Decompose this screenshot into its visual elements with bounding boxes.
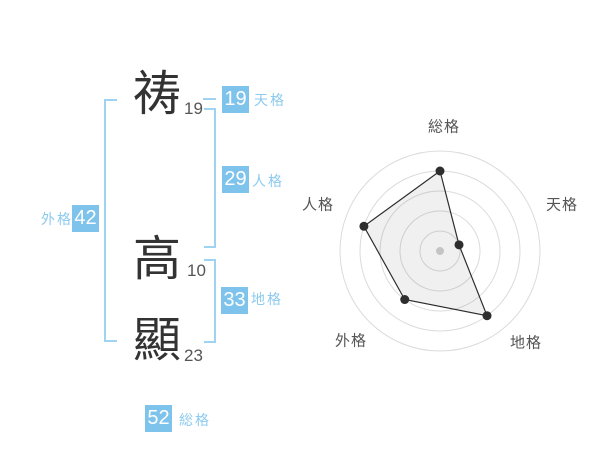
radar-axis-label: 地格 <box>510 335 542 352</box>
radar-point <box>400 295 410 305</box>
given-character-1-stroke-count: 10 <box>187 261 206 280</box>
chikaku-value-box: 33 <box>221 287 248 314</box>
gaikaku-value-box: 42 <box>72 205 99 232</box>
tenkaku-value-box: 19 <box>222 86 249 113</box>
surname-stroke-count: 19 <box>184 99 203 118</box>
radar-axis-label: 人格 <box>302 197 334 214</box>
radar-point <box>454 240 464 250</box>
radar-axis-label: 外格 <box>335 333 367 350</box>
radar-point <box>435 166 445 176</box>
gaikaku-label: 外格 <box>41 211 73 227</box>
surname-character: 祷 <box>132 68 181 121</box>
soukaku-label: 総格 <box>179 412 211 428</box>
chikaku-label: 地格 <box>251 291 283 307</box>
radar-point <box>482 311 492 321</box>
radar-polygon <box>363 169 488 317</box>
chikaku-bracket <box>204 259 216 343</box>
radar-axis-label: 総格 <box>428 119 460 136</box>
radar-ring <box>419 230 461 272</box>
tenkaku-label: 天格 <box>254 92 286 108</box>
jinkaku-bracket <box>204 108 216 248</box>
radar-chart-area: 総格天格地格 外格 人格 <box>290 101 590 401</box>
given-character-2-stroke-count: 23 <box>184 346 203 365</box>
radar-ring <box>339 150 541 352</box>
radar-ring <box>379 190 501 312</box>
jinkaku-label: 人格 <box>252 173 284 189</box>
radar-point <box>359 221 369 231</box>
radar-center-dot <box>436 247 444 255</box>
jinkaku-value-box: 29 <box>222 166 249 193</box>
given-character-2: 顯 <box>132 314 181 367</box>
soukaku-value-box: 52 <box>145 405 172 432</box>
given-character-1: 高 <box>132 233 181 286</box>
gaikaku-bracket <box>104 99 117 342</box>
radar-ring <box>399 210 481 292</box>
tenkaku-connector <box>203 98 216 100</box>
radar-axis-label: 天格 <box>546 197 578 214</box>
